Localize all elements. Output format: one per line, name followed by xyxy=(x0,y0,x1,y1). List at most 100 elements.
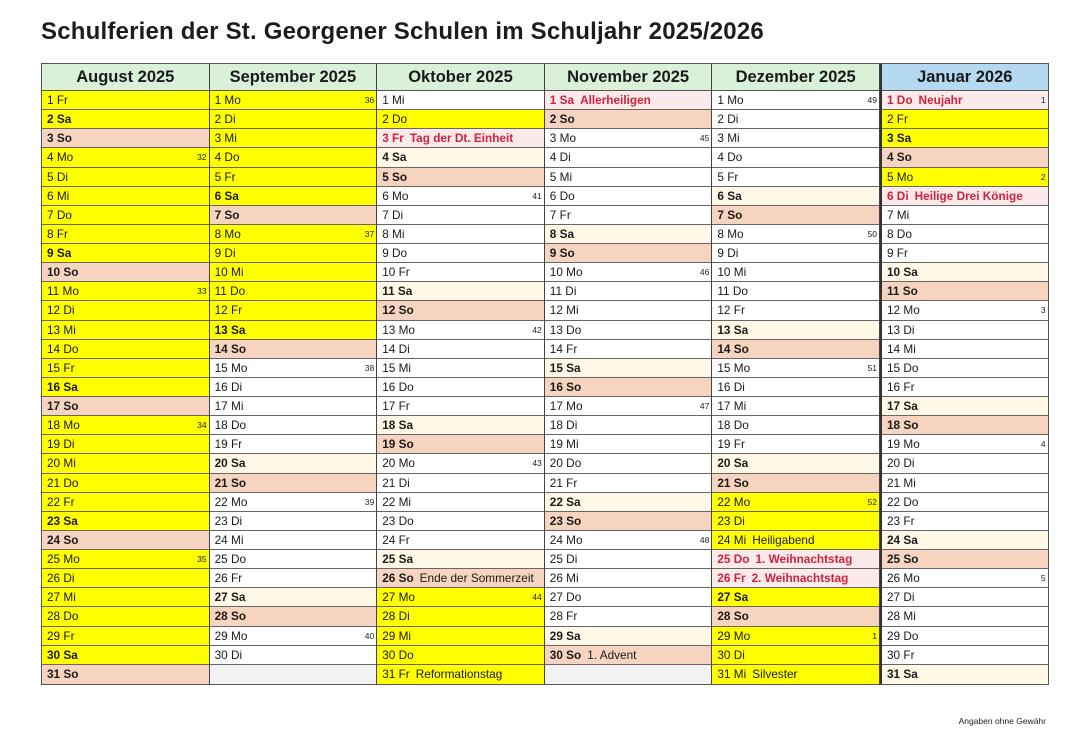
month-header: November 2025 xyxy=(544,64,712,91)
day-label: 28 Mi xyxy=(886,609,916,624)
day-cell: 24 So xyxy=(42,530,209,550)
month-header: Oktober 2025 xyxy=(377,64,544,91)
day-label: 8 Do xyxy=(886,226,912,241)
day-label: 11 Do xyxy=(717,284,748,299)
day-label: 16 Di xyxy=(214,379,243,394)
day-cell: 19 Fr xyxy=(209,435,377,455)
day-cell: 16 Do xyxy=(377,377,544,397)
day-label: 28 Fr xyxy=(549,609,578,624)
day-cell: 20 Di xyxy=(881,454,1048,474)
day-cell: 4 Sa xyxy=(377,148,544,168)
day-cell: 2 Fr xyxy=(881,110,1048,130)
day-label: 24 Sa xyxy=(886,532,918,547)
day-label: 8 Sa xyxy=(549,226,575,241)
day-label: 28 Di xyxy=(382,609,410,624)
day-label: 14 So xyxy=(214,341,247,356)
day-label: 20 Sa xyxy=(717,456,749,471)
day-label: 4 Mo xyxy=(47,150,74,165)
day-label: 2 Sa xyxy=(47,112,72,127)
month-column-september: September 2025 1 Mo 36 2 Di 3 Mi 4 Do 5 Fr 6 S… xyxy=(209,64,378,684)
day-cell: 26 Mo 5 xyxy=(881,569,1048,589)
day-cell: 22 Mi xyxy=(377,492,544,512)
day-cell: 13 Mo 42 xyxy=(377,320,544,340)
day-cell: 10 So xyxy=(42,263,209,283)
day-cell: 18 Sa xyxy=(377,416,544,436)
week-number: 48 xyxy=(699,534,710,545)
day-cell: 30 Di xyxy=(712,645,879,665)
day-label: 10 Sa xyxy=(886,265,918,280)
day-label: 14 Do xyxy=(47,341,79,356)
day-cell: 17 Mi xyxy=(712,397,879,417)
day-label: 26 Fr xyxy=(717,571,746,586)
day-label: 6 Di xyxy=(886,188,909,203)
day-cell: 15 Mo 51 xyxy=(712,358,879,378)
day-cell: 5 Mo 2 xyxy=(881,167,1048,187)
day-label: 24 Mi xyxy=(214,532,244,547)
day-label: 5 So xyxy=(382,169,408,184)
day-label: 15 Sa xyxy=(549,360,581,375)
day-cell: 21 So xyxy=(209,473,377,493)
day-label: 15 Mo xyxy=(717,360,751,375)
day-cell: 6 Do xyxy=(544,186,712,206)
day-cell: 10 Fr xyxy=(377,263,544,283)
day-cell: 31 Sa xyxy=(881,664,1048,684)
day-cell: 24 Mi xyxy=(209,530,377,550)
day-cell: 30 Fr xyxy=(881,645,1048,665)
day-label: 29 Do xyxy=(886,628,919,643)
day-cell: 8 Mo 37 xyxy=(209,224,377,244)
day-cell: 21 Mi xyxy=(881,473,1048,493)
day-cell: 3 Fr Tag der Dt. Einheit xyxy=(377,129,544,149)
day-label: 17 Mo xyxy=(549,399,583,413)
day-label: 29 Mo xyxy=(214,628,248,643)
day-cell: 22 Sa xyxy=(544,492,712,512)
day-label: 18 So xyxy=(886,418,919,433)
day-cell: 23 Fr xyxy=(881,511,1048,531)
day-label: 31 Fr xyxy=(382,666,410,681)
day-cell: 5 Di xyxy=(42,167,209,187)
day-label: 29 Sa xyxy=(549,628,581,643)
day-label: 21 Mi xyxy=(886,475,916,490)
day-cell: 2 Di xyxy=(209,110,377,130)
day-cell: 28 Do xyxy=(42,607,209,627)
day-label: 5 Fr xyxy=(214,169,236,184)
week-number: 5 xyxy=(1040,573,1046,584)
month-column-dezember: Dezember 2025 1 Mo 49 2 Di 3 Mi 4 Do 5 Fr 6 Sa… xyxy=(712,64,880,684)
day-cell: 11 Do xyxy=(712,282,879,302)
day-cell: 2 So xyxy=(544,110,712,130)
day-label: 4 Sa xyxy=(382,150,407,165)
day-cell: 21 Fr xyxy=(544,473,712,493)
day-cell: 13 Do xyxy=(544,320,712,340)
day-label: 20 Di xyxy=(886,456,915,471)
day-note: Silvester xyxy=(752,666,798,681)
day-label: 19 Fr xyxy=(717,437,745,452)
day-cell: 16 Fr xyxy=(881,377,1048,397)
day-cell: 18 Di xyxy=(544,416,712,436)
day-cell: 18 So xyxy=(881,416,1048,436)
week-number: 40 xyxy=(364,630,375,641)
day-label: 18 Mo xyxy=(47,418,80,433)
day-cell: 1 Mi xyxy=(377,91,544,111)
day-label: 26 Mi xyxy=(549,571,579,586)
day-label: 15 Mi xyxy=(382,360,412,375)
day-label: 12 Mo xyxy=(886,303,920,318)
week-number: 46 xyxy=(699,267,710,278)
day-label: 11 So xyxy=(886,284,918,299)
day-cell: 20 Sa xyxy=(209,454,377,474)
week-number: 1 xyxy=(1040,95,1046,105)
month-header: Januar 2026 xyxy=(881,64,1048,91)
week-number: 50 xyxy=(867,228,877,239)
day-label: 9 Fr xyxy=(886,246,908,260)
day-label: 9 Do xyxy=(382,246,408,260)
day-label: 29 Mi xyxy=(382,628,412,643)
day-label: 14 Di xyxy=(382,341,410,356)
day-label: 15 Do xyxy=(886,360,919,375)
day-cell: 8 Sa xyxy=(544,224,712,244)
day-label: 19 Fr xyxy=(214,437,243,452)
day-label: 3 Mi xyxy=(214,131,237,146)
day-label: 6 Sa xyxy=(214,188,239,203)
day-label: 12 Mi xyxy=(549,303,579,318)
day-cell: 10 Sa xyxy=(881,263,1048,283)
day-label: 30 Do xyxy=(382,647,414,662)
day-label: 1 Mo xyxy=(214,93,241,107)
day-label: 31 Sa xyxy=(886,666,918,681)
